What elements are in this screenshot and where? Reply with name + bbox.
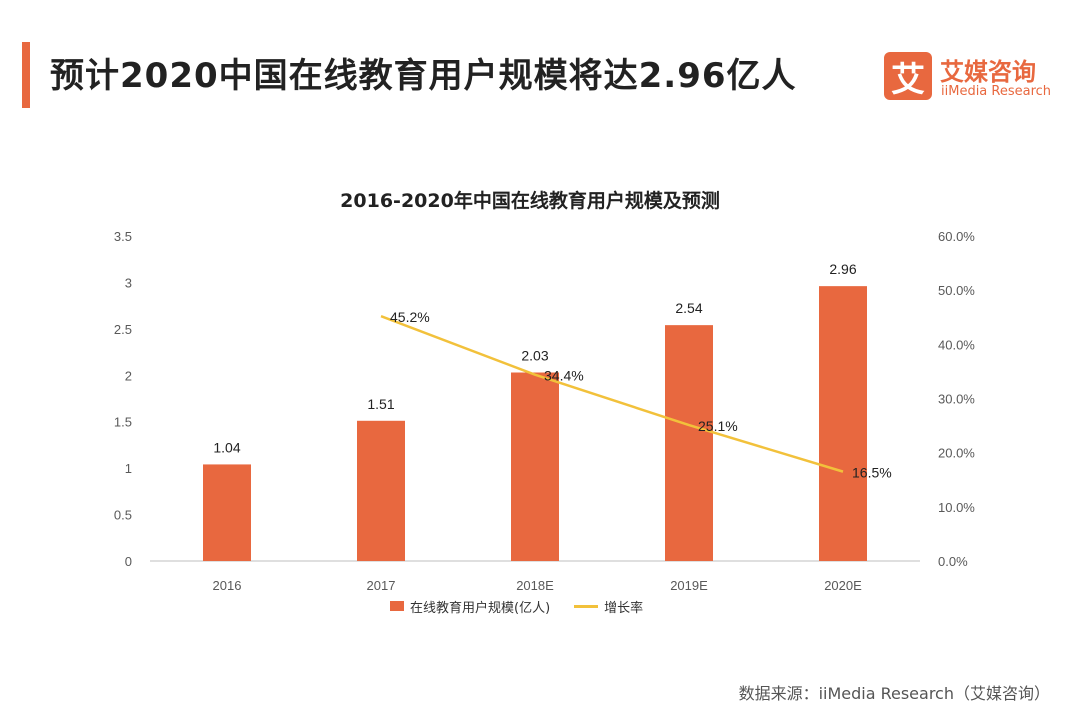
- y-left-tick-label: 2: [125, 368, 132, 383]
- y-left-tick-label: 1: [125, 461, 132, 476]
- x-tick-label: 2016: [213, 578, 242, 593]
- y-left-tick-label: 3.5: [114, 229, 132, 244]
- growth-rate-label: 34.4%: [544, 368, 584, 384]
- legend-line-label: 增长率: [604, 600, 644, 616]
- page-title: 预计2020中国在线教育用户规模将达2.96亿人: [50, 56, 797, 96]
- legend-line-swatch: [574, 604, 599, 608]
- bar: [511, 372, 559, 561]
- bar-value-label: 2.96: [829, 261, 856, 277]
- x-tick-label: 2019E: [670, 578, 708, 593]
- y-left-tick-label: 0: [125, 554, 132, 569]
- y-left-tick-label: 2.5: [114, 322, 132, 337]
- bar-value-label: 2.03: [521, 348, 548, 364]
- y-right-tick-label: 20.0%: [938, 446, 975, 461]
- brand-logo: 艾 艾媒咨询 iiMedia Research: [884, 50, 1064, 106]
- bar-value-label: 1.51: [367, 396, 394, 412]
- bar: [357, 420, 405, 561]
- y-left-tick-label: 1.5: [114, 415, 132, 430]
- growth-rate-label: 25.1%: [698, 418, 738, 434]
- x-tick-label: 2020E: [824, 578, 862, 593]
- bar: [665, 325, 713, 561]
- logo-mark-icon: 艾: [884, 52, 932, 100]
- x-tick-label: 2018E: [516, 578, 554, 593]
- legend-bar-label: 在线教育用户规模(亿人): [410, 600, 551, 616]
- y-right-tick-label: 10.0%: [938, 500, 975, 515]
- growth-rate-label: 45.2%: [390, 309, 430, 325]
- growth-rate-label: 16.5%: [852, 465, 892, 481]
- y-left-tick-label: 0.5: [114, 508, 132, 523]
- logo-chinese-name: 艾媒咨询: [940, 58, 1036, 86]
- chart-legend: 在线教育用户规模(亿人) 增长率: [390, 596, 643, 616]
- chart-title: 2016-2020年中国在线教育用户规模及预测: [340, 190, 720, 212]
- y-right-tick-label: 60.0%: [938, 229, 975, 244]
- title-accent-bar: [22, 42, 30, 108]
- y-right-tick-label: 0.0%: [938, 554, 968, 569]
- logo-english-name: iiMedia Research: [941, 84, 1052, 99]
- bar: [819, 286, 867, 561]
- x-tick-label: 2017: [367, 578, 396, 593]
- data-source: 数据来源：iiMedia Research（艾媒咨询）: [738, 684, 1050, 703]
- y-right-tick-label: 30.0%: [938, 392, 975, 407]
- bar-value-label: 1.04: [213, 439, 240, 455]
- bar-value-label: 2.54: [675, 300, 702, 316]
- y-left-tick-label: 3: [125, 275, 132, 290]
- growth-rate-line: [380, 314, 844, 473]
- y-right-tick-label: 40.0%: [938, 337, 975, 352]
- legend-bar-swatch: [390, 601, 404, 611]
- y-right-tick-label: 50.0%: [938, 283, 975, 298]
- bar: [203, 464, 251, 561]
